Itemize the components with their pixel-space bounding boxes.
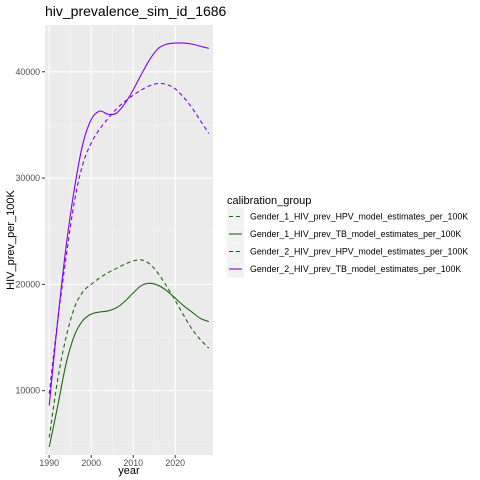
- grid-minor: [45, 25, 213, 455]
- legend-label-2: Gender_1_HIV_prev_TB_model_estimates_per…: [250, 229, 461, 239]
- chart-title: hiv_prevalence_sim_id_1686: [45, 3, 227, 19]
- x-axis-ticks: 1990 2000 2010 2020: [39, 455, 185, 468]
- legend-title: calibration_group: [227, 195, 311, 207]
- y-tick-label: 40000: [16, 67, 41, 77]
- legend-key-3: [227, 243, 244, 260]
- legend: calibration_group Gender_1_HIV_prev_HPV_…: [227, 195, 468, 278]
- y-tick-label: 20000: [16, 279, 41, 289]
- legend-items: Gender_1_HIV_prev_HPV_model_estimates_pe…: [227, 208, 468, 278]
- y-tick-label: 30000: [16, 173, 41, 183]
- y-tick-label: 10000: [16, 386, 41, 396]
- x-tick-label: 2010: [123, 458, 143, 468]
- y-axis-title: HIV_prev_per_100K: [5, 190, 17, 290]
- legend-key-1: [227, 208, 244, 225]
- series-line-4: [48, 42, 209, 406]
- series-lines: [48, 42, 210, 448]
- x-tick-label: 2000: [81, 458, 101, 468]
- x-axis-title: year: [118, 465, 140, 477]
- x-tick-label: 2020: [165, 458, 185, 468]
- legend-label-3: Gender_2_HIV_prev_HPV_model_estimates_pe…: [250, 247, 468, 257]
- y-axis-ticks: 10000 20000 30000 40000: [16, 67, 45, 396]
- series-line-1: [48, 259, 210, 438]
- series-line-2: [48, 282, 209, 448]
- x-tick-label: 1990: [39, 458, 59, 468]
- grid-major: [45, 25, 213, 455]
- legend-label-4: Gender_2_HIV_prev_TB_model_estimates_per…: [250, 264, 461, 274]
- legend-label-1: Gender_1_HIV_prev_HPV_model_estimates_pe…: [250, 212, 468, 222]
